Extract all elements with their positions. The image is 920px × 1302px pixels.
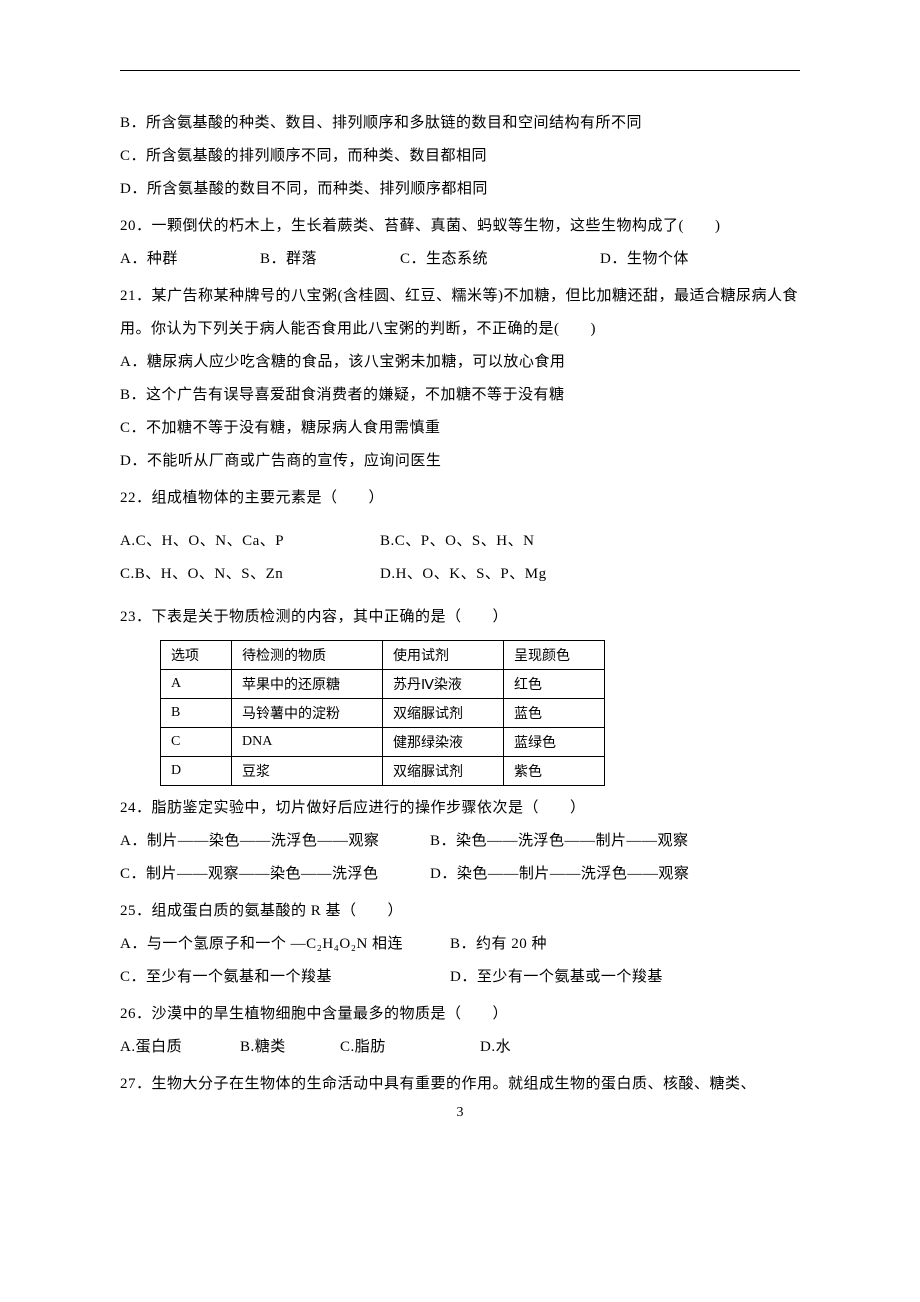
td: B — [161, 699, 232, 728]
exam-page: B．所含氨基酸的种类、数目、排列顺序和多肽链的数目和空间结构有所不同 C．所含氨… — [0, 0, 920, 1141]
q24-opt-a: A．制片――染色――洗浮色――观察 — [120, 825, 430, 858]
th-3: 呈现颜色 — [504, 641, 605, 670]
td: 紫色 — [504, 757, 605, 786]
td: C — [161, 728, 232, 757]
q26-opt-b: B.糖类 — [240, 1031, 340, 1064]
q24-stem: 24．脂肪鉴定实验中，切片做好后应进行的操作步骤依次是（ ） — [120, 792, 800, 825]
q23-table: 选项 待检测的物质 使用试剂 呈现颜色 A 苹果中的还原糖 苏丹Ⅳ染液 红色 B… — [160, 640, 605, 786]
table-row: B 马铃薯中的淀粉 双缩脲试剂 蓝色 — [161, 699, 605, 728]
q22-opt-c: C.B、H、O、N、S、Zn — [120, 558, 380, 591]
q19-opt-b: B．所含氨基酸的种类、数目、排列顺序和多肽链的数目和空间结构有所不同 — [120, 107, 800, 140]
td: 蓝绿色 — [504, 728, 605, 757]
q26-opt-c: C.脂肪 — [340, 1031, 480, 1064]
q26-options: A.蛋白质 B.糖类 C.脂肪 D.水 — [120, 1031, 800, 1064]
q24-opt-b: B．染色――洗浮色――制片――观察 — [430, 825, 740, 858]
q24-row2: C．制片――观察――染色――洗浮色 D．染色――制片――洗浮色――观察 — [120, 858, 800, 891]
q24-opt-d: D．染色――制片――洗浮色――观察 — [430, 858, 740, 891]
q19-opt-d: D．所含氨基酸的数目不同，而种类、排列顺序都相同 — [120, 173, 800, 206]
q25-opt-c: C．至少有一个氨基和一个羧基 — [120, 961, 450, 994]
q22-opt-b: B.C、P、O、S、H、N — [380, 525, 640, 558]
q21-stem: 21．某广告称某种牌号的八宝粥(含桂圆、红豆、糯米等)不加糖，但比加糖还甜，最适… — [120, 280, 800, 346]
q25-stem: 25．组成蛋白质的氨基酸的 R 基（ ） — [120, 895, 800, 928]
q23-stem: 23．下表是关于物质检测的内容，其中正确的是（ ） — [120, 601, 800, 634]
q19-opt-c: C．所含氨基酸的排列顺序不同，而种类、数目都相同 — [120, 140, 800, 173]
q22-row1: A.C、H、O、N、Ca、P B.C、P、O、S、H、N — [120, 525, 800, 558]
table-row: 选项 待检测的物质 使用试剂 呈现颜色 — [161, 641, 605, 670]
td: 马铃薯中的淀粉 — [232, 699, 383, 728]
td: D — [161, 757, 232, 786]
q25-opt-b: B．约有 20 种 — [450, 928, 780, 961]
top-rule — [120, 70, 800, 71]
q26-stem: 26．沙漠中的旱生植物细胞中含量最多的物质是（ ） — [120, 998, 800, 1031]
q22-stem: 22．组成植物体的主要元素是（ ） — [120, 482, 800, 515]
q24-row1: A．制片――染色――洗浮色――观察 B．染色――洗浮色――制片――观察 — [120, 825, 800, 858]
q24-opt-c: C．制片――观察――染色――洗浮色 — [120, 858, 430, 891]
td: 红色 — [504, 670, 605, 699]
q21-opt-b: B．这个广告有误导喜爱甜食消费者的嫌疑，不加糖不等于没有糖 — [120, 379, 800, 412]
q21-opt-d: D．不能听从厂商或广告商的宣传，应询问医生 — [120, 445, 800, 478]
q21-opt-a: A．糖尿病人应少吃含糖的食品，该八宝粥未加糖，可以放心食用 — [120, 346, 800, 379]
q22-opt-a: A.C、H、O、N、Ca、P — [120, 525, 380, 558]
td: 蓝色 — [504, 699, 605, 728]
q25-row2: C．至少有一个氨基和一个羧基 D．至少有一个氨基或一个羧基 — [120, 961, 800, 994]
table-row: D 豆浆 双缩脲试剂 紫色 — [161, 757, 605, 786]
th-1: 待检测的物质 — [232, 641, 383, 670]
td: DNA — [232, 728, 383, 757]
td: 健那绿染液 — [383, 728, 504, 757]
q21-opt-c: C．不加糖不等于没有糖，糖尿病人食用需慎重 — [120, 412, 800, 445]
q26-opt-a: A.蛋白质 — [120, 1031, 240, 1064]
th-0: 选项 — [161, 641, 232, 670]
q26-opt-d: D.水 — [480, 1031, 560, 1064]
td: A — [161, 670, 232, 699]
q25-row1: A．与一个氢原子和一个 —C₂H₄O₂N 相连 B．约有 20 种 — [120, 928, 800, 961]
q20-options: A．种群 B．群落 C．生态系统 D．生物个体 — [120, 243, 800, 276]
table-row: A 苹果中的还原糖 苏丹Ⅳ染液 红色 — [161, 670, 605, 699]
th-2: 使用试剂 — [383, 641, 504, 670]
q20-opt-c: C．生态系统 — [400, 243, 600, 276]
td: 双缩脲试剂 — [383, 699, 504, 728]
q22-opt-d: D.H、O、K、S、P、Mg — [380, 558, 640, 591]
q25-opt-a: A．与一个氢原子和一个 —C₂H₄O₂N 相连 — [120, 928, 450, 961]
q20-opt-b: B．群落 — [260, 243, 400, 276]
td: 苹果中的还原糖 — [232, 670, 383, 699]
td: 双缩脲试剂 — [383, 757, 504, 786]
td: 豆浆 — [232, 757, 383, 786]
q20-stem: 20．一颗倒伏的朽木上，生长着蕨类、苔藓、真菌、蚂蚁等生物，这些生物构成了( ) — [120, 210, 800, 243]
q20-opt-d: D．生物个体 — [600, 243, 740, 276]
q22-row2: C.B、H、O、N、S、Zn D.H、O、K、S、P、Mg — [120, 558, 800, 591]
td: 苏丹Ⅳ染液 — [383, 670, 504, 699]
q20-opt-a: A．种群 — [120, 243, 260, 276]
page-number: 3 — [0, 1105, 920, 1121]
q25-opt-d: D．至少有一个氨基或一个羧基 — [450, 961, 780, 994]
table-row: C DNA 健那绿染液 蓝绿色 — [161, 728, 605, 757]
q27-stem: 27．生物大分子在生物体的生命活动中具有重要的作用。就组成生物的蛋白质、核酸、糖… — [120, 1068, 800, 1101]
